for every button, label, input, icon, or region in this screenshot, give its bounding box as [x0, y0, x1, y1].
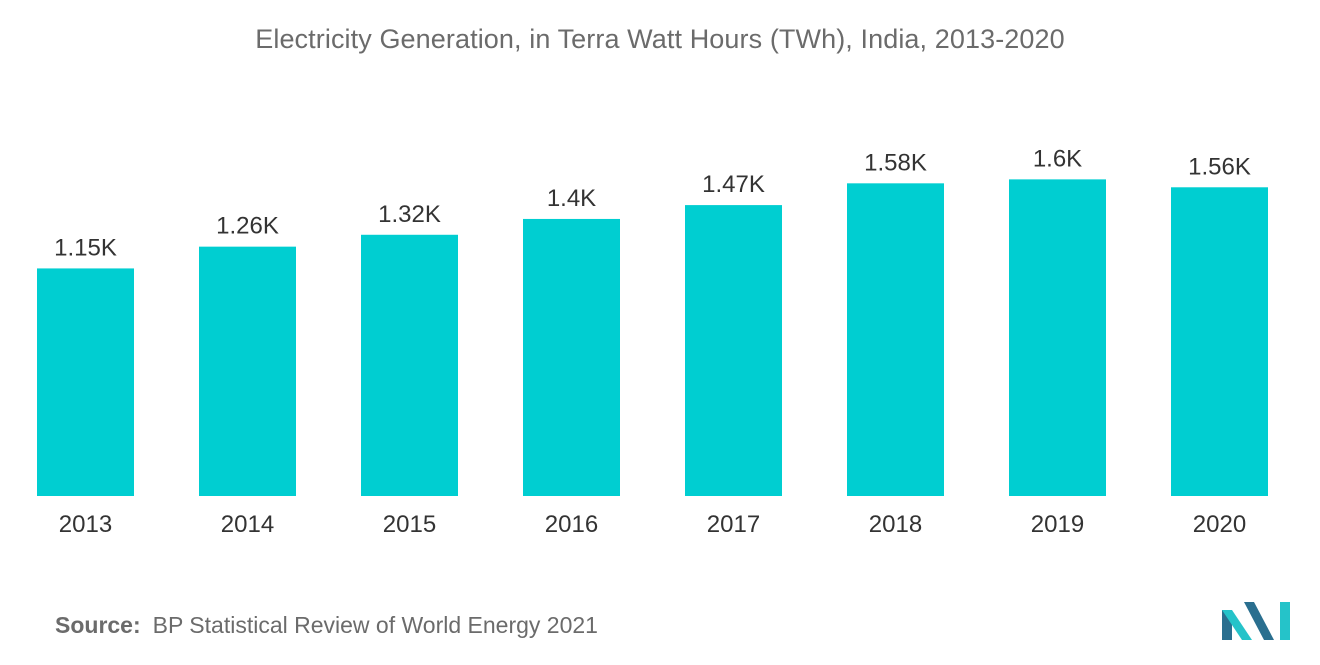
bar-2013 — [37, 268, 134, 496]
bar-2015 — [361, 234, 458, 497]
bar-2019 — [1009, 179, 1106, 497]
bar-2017 — [685, 205, 782, 497]
data-label-2014: 1.26K — [216, 213, 279, 240]
bar-2014 — [199, 246, 296, 496]
x-tick-label-2016: 2016 — [545, 511, 598, 538]
source-label: Source: — [55, 612, 141, 638]
x-tick-label-2014: 2014 — [221, 511, 274, 538]
bar-2018 — [847, 183, 944, 497]
data-label-2020: 1.56K — [1188, 153, 1251, 180]
bar-chart: 1.15K 1.26K 1.32K 1.4K 1.47K 1.58K 1.6K 1.56K 2… — [37, 145, 1268, 538]
x-tick-label-2019: 2019 — [1031, 511, 1084, 538]
value-labels-layer: 1.15K 1.26K 1.32K 1.4K 1.47K 1.58K 1.6K 1.56K — [54, 145, 1251, 261]
x-tick-label-2013: 2013 — [59, 511, 112, 538]
data-label-2019: 1.6K — [1033, 145, 1082, 172]
bar-2020 — [1171, 187, 1268, 496]
x-tick-label-2015: 2015 — [383, 511, 436, 538]
data-label-2015: 1.32K — [378, 201, 441, 228]
data-label-2016: 1.4K — [547, 185, 596, 212]
data-label-2017: 1.47K — [702, 171, 765, 198]
logo-shape-right — [1280, 602, 1290, 640]
x-tick-label-2020: 2020 — [1193, 511, 1246, 538]
mordor-intelligence-logo-icon — [1222, 602, 1290, 640]
x-tick-labels-layer: 2013 2014 2015 2016 2017 2018 2019 2020 — [59, 511, 1246, 538]
chart-title: Electricity Generation, in Terra Watt Ho… — [255, 24, 1065, 54]
bar-2016 — [523, 218, 620, 496]
x-tick-label-2018: 2018 — [869, 511, 922, 538]
data-label-2013: 1.15K — [54, 234, 117, 261]
x-tick-label-2017: 2017 — [707, 511, 760, 538]
data-label-2018: 1.58K — [864, 149, 927, 176]
source-text: BP Statistical Review of World Energy 20… — [152, 612, 598, 638]
bars-layer — [37, 179, 1268, 497]
logo-shape-left-diag — [1222, 610, 1252, 640]
logo-shape-mid — [1244, 602, 1274, 640]
source-footer: Source: BP Statistical Review of World En… — [55, 612, 598, 639]
